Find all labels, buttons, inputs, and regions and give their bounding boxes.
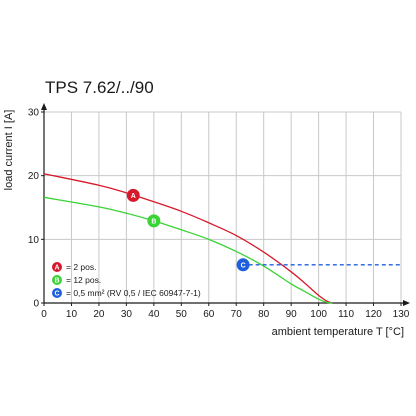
x-tick-label: 80 <box>258 309 270 320</box>
legend-marker <box>52 288 62 298</box>
y-tick-label: 0 <box>33 299 39 310</box>
x-tick-label: 60 <box>203 309 215 320</box>
chart-title: TPS 7.62/../90 <box>45 78 154 97</box>
marker-c: C <box>236 258 250 272</box>
y-axis-arrow <box>41 103 47 110</box>
legend-marker-label: B <box>54 277 59 284</box>
x-tick-label: 50 <box>176 309 188 320</box>
axes <box>41 103 410 306</box>
marker-label: C <box>241 262 246 269</box>
series-markers: A B C <box>126 188 250 272</box>
legend-marker-label: C <box>54 290 59 297</box>
x-tick-label: 130 <box>393 309 410 320</box>
marker-label: A <box>131 193 136 200</box>
marker-circle <box>147 214 161 228</box>
x-tick-label: 110 <box>338 309 354 320</box>
x-tick-label: 120 <box>365 309 382 320</box>
y-tick-label: 10 <box>28 235 40 246</box>
legend-marker <box>52 275 62 285</box>
x-tick-label: 90 <box>286 309 298 320</box>
marker-b: B <box>147 214 161 228</box>
y-tick-label: 30 <box>28 108 40 119</box>
tick-labels: 0 10 20 30 40 50 60 70 80 90 100 110 120 130 0 10 20 30 <box>28 108 410 321</box>
x-tick-label: 0 <box>41 309 47 320</box>
legend-item-a: A = 2 pos. <box>52 262 96 272</box>
marker-label: B <box>151 218 156 225</box>
marker-circle <box>126 188 140 202</box>
x-axis-arrow <box>403 300 410 306</box>
legend-marker-label: A <box>54 264 59 271</box>
x-axis-label: ambient temperature T [°C] <box>272 326 404 338</box>
series-line-b <box>43 196 333 304</box>
series-lines <box>43 173 401 304</box>
x-tick-label: 30 <box>121 309 133 320</box>
marker-a: A <box>126 188 140 202</box>
y-tick-label: 20 <box>28 171 40 182</box>
grid <box>44 111 402 303</box>
legend-marker <box>52 262 62 272</box>
legend-item-c: C = 0,5 mm² (RV 0,5 / IEC 60947-7-1) <box>52 288 201 298</box>
series-line-a <box>43 173 333 304</box>
y-axis-label: load current I [A] <box>3 110 15 191</box>
x-tick-label: 10 <box>66 309 78 320</box>
legend-text: = 2 pos. <box>66 262 96 272</box>
x-tick-label: 100 <box>310 309 327 320</box>
legend-text: = 0,5 mm² (RV 0,5 / IEC 60947-7-1) <box>66 288 201 298</box>
x-tick-label: 20 <box>93 309 105 320</box>
legend-text: = 12 pos. <box>66 275 101 285</box>
legend-item-b: B = 12 pos. <box>52 275 101 285</box>
x-tick-label: 40 <box>148 309 160 320</box>
x-tick-label: 70 <box>231 309 243 320</box>
legend: A = 2 pos. B = 12 pos. C = 0,5 mm² (RV 0,5 / … <box>52 262 201 298</box>
marker-circle <box>236 258 250 272</box>
